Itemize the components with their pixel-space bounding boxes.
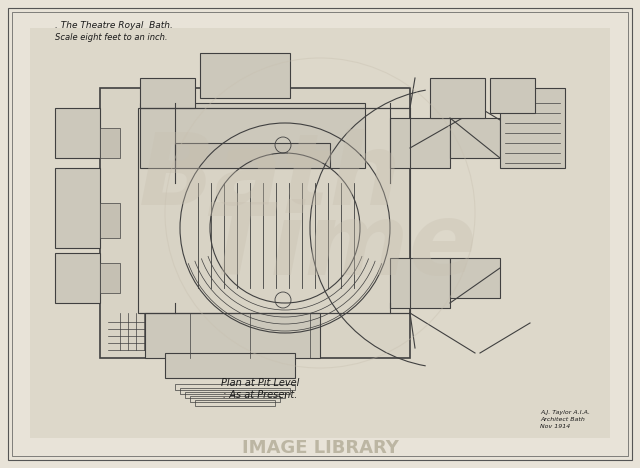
Bar: [100, 203, 120, 238]
Bar: [100, 128, 120, 158]
Bar: [430, 78, 485, 118]
Bar: [138, 108, 410, 313]
Bar: [200, 53, 290, 98]
Bar: [390, 258, 450, 308]
Bar: [390, 118, 450, 168]
Text: IMAGE LIBRARY: IMAGE LIBRARY: [241, 439, 399, 457]
Bar: [195, 400, 275, 406]
Bar: [145, 313, 320, 358]
Bar: [140, 103, 365, 168]
Text: A.J. Taylor A.I.A.
Architect Bath
Nov 1914: A.J. Taylor A.I.A. Architect Bath Nov 19…: [540, 410, 590, 429]
Text: : As at Present.: : As at Present.: [223, 390, 297, 400]
Bar: [190, 396, 280, 402]
Bar: [165, 353, 295, 378]
Text: Time: Time: [203, 199, 477, 297]
Bar: [100, 263, 120, 293]
Bar: [490, 78, 535, 113]
Text: Bath: Bath: [139, 130, 401, 227]
Bar: [55, 108, 100, 158]
Text: Scale eight feet to an inch.: Scale eight feet to an inch.: [55, 33, 168, 42]
Bar: [140, 78, 195, 108]
Bar: [30, 28, 610, 438]
Bar: [180, 388, 290, 394]
Bar: [500, 88, 565, 168]
Bar: [55, 253, 100, 303]
Bar: [175, 384, 295, 390]
Bar: [175, 143, 330, 168]
Bar: [185, 392, 285, 398]
Text: . The Theatre Royal  Bath.: . The Theatre Royal Bath.: [55, 21, 173, 30]
Bar: [55, 168, 100, 248]
Text: Plan at Pit Level: Plan at Pit Level: [221, 378, 299, 388]
Bar: [100, 88, 410, 358]
Bar: [450, 118, 500, 158]
Bar: [450, 258, 500, 298]
